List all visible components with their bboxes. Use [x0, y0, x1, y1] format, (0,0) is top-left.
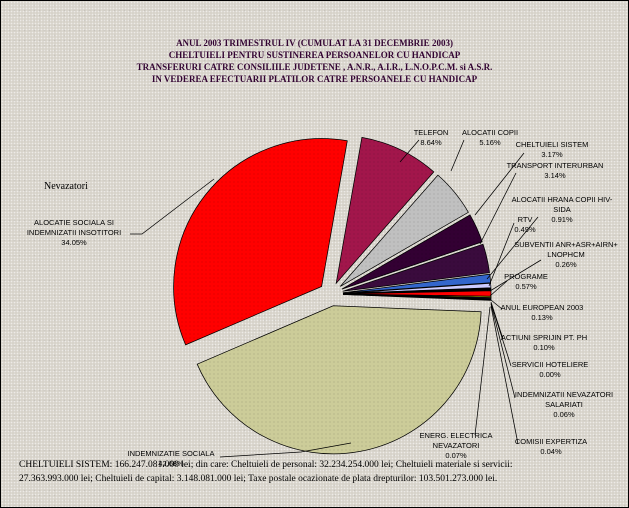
slice-percent-value: 0.13% — [531, 312, 553, 322]
pie-slice-texture-indemnizatie-sociala — [197, 305, 482, 454]
leader-line-alocatii-copii — [450, 139, 465, 172]
slice-percent-value: 8.64% — [420, 137, 442, 147]
slice-label-text: TRANSPORT INTERURBAN — [506, 161, 604, 170]
leader-line-energ-electrica-nevazatori — [474, 306, 491, 436]
slice-percent-value: 0.49% — [514, 224, 536, 234]
leader-line-servicii-hoteliere — [490, 302, 512, 367]
slice-label-alocatii-copii: ALOCATII COPII 5.16% — [462, 128, 518, 148]
slice-label-indemnizatii-nevazatori-salariati: INDEMNIZATII NEVAZATORI SALARIATI 0.06% — [515, 390, 613, 419]
leader-line-cheltuieli-sistem — [474, 152, 525, 216]
footer-line-2: 27.363.993.000 lei; Cheltuieli de capita… — [19, 473, 498, 484]
slice-percent-value: 0.10% — [533, 342, 555, 352]
slice-percent-value: 3.17% — [541, 149, 563, 159]
slice-percent-value: 0.57% — [515, 281, 537, 291]
slice-label-alocatii-hrana-copii-hiv-sida: ALOCATII HRANA COPII HIV- SIDA 0.91% — [512, 195, 613, 224]
slice-label-text: SUBVENTII ANR+ASR+AIRN+ — [514, 240, 618, 249]
pie-slice-texture-cheltuieli-sistem — [341, 214, 483, 290]
slice-label-text: PROGRAME — [504, 272, 548, 281]
slice-label-energ-electrica-nevazatori: ENERG. ELECTRICA NEVAZATORI 0.07% — [420, 431, 493, 460]
leader-line-subventii-anr-asr-airn-lnophcm — [489, 259, 542, 292]
slice-label-telefon: TELEFON 8.64% — [414, 128, 449, 148]
leader-line-programe — [489, 280, 508, 297]
slice-label-text: ACTIUNI SPRIJIN PT. PH — [500, 333, 588, 342]
leader-line-alocatie-sociala-indemnizatii-insotitori — [130, 178, 215, 235]
pie-slice-texture-transport-interurban — [342, 244, 490, 292]
slice-percent-value: 0.06% — [553, 409, 575, 419]
leader-line-indemnizatie-sociala — [219, 442, 352, 458]
slice-label-servicii-hoteliere: SERVICII HOTELIERE 0.00% — [512, 360, 589, 380]
slice-label-rtv: RTV 0.49% — [514, 215, 535, 235]
leader-line-comisii-expertiza — [490, 305, 519, 445]
slice-label-text: SIDA — [553, 204, 571, 214]
slice-label-text: ANUL EUROPEAN 2003 — [500, 303, 584, 312]
slice-percent-value: 42.68% — [158, 458, 184, 468]
slice-label-text: TELEFON — [413, 128, 449, 137]
slice-label-text: SERVICII HOTELIERE — [511, 360, 589, 369]
slice-label-text: ALOCATII COPII — [461, 128, 519, 137]
slice-label-transport-interurban: TRANSPORT INTERURBAN 3.14% — [507, 161, 604, 181]
slice-percent-value: 0.26% — [555, 259, 577, 269]
chart-title: ANUL 2003 TRIMESTRUL IV (CUMULAT LA 31 D… — [1, 37, 628, 85]
leader-line-indemnizatii-nevazatori-salariati — [490, 303, 516, 399]
slice-percent-value: 5.16% — [479, 137, 501, 147]
slice-label-text: CHELTUIELI SISTEM — [515, 140, 589, 149]
leader-line-rtv — [488, 222, 515, 287]
slice-label-text: RTV — [517, 215, 533, 224]
slice-label-text: INDEMNIZATIE SOCIALA — [127, 449, 215, 458]
leader-line-anul-european-2003 — [490, 299, 503, 310]
footer-line-1: CHELTUIELI SISTEM: 166.247.081.000 lei; … — [19, 460, 513, 470]
slice-label-actiuni-sprijin-pt-ph: ACTIUNI SPRIJIN PT. PH 0.10% — [501, 333, 587, 353]
leader-line-telefon — [399, 139, 420, 163]
slice-label-comisii-expertiza: COMISII EXPERTIZA 0.04% — [515, 437, 587, 457]
chart-title-line-1: ANUL 2003 TRIMESTRUL IV (CUMULAT LA 31 D… — [176, 38, 453, 48]
slice-label-cheltuieli-sistem: CHELTUIELI SISTEM 3.17% — [516, 140, 589, 160]
slice-percent-value: 34.05% — [61, 237, 87, 247]
footer-text: CHELTUIELI SISTEM: 166.247.081.000 lei; … — [19, 459, 619, 486]
chart-title-line-4: IN VEDEREA EFECTUARII PLATILOR CATRE PER… — [151, 74, 478, 84]
pie-slice-texture-alocatie-sociala-indemnizatii-insotitori — [173, 138, 348, 345]
pie-slice-texture-alocatii-copii — [340, 175, 469, 287]
slice-label-subventii-anr-asr-airn-lnophcm: SUBVENTII ANR+ASR+AIRN+ LNOPHCM 0.26% — [514, 240, 618, 269]
slice-label-programe: PROGRAME 0.57% — [504, 272, 548, 292]
slice-label-text: NEVAZATORI — [432, 440, 480, 450]
slice-percent-value: 0.07% — [445, 450, 467, 460]
nevazatori-annotation: Nevazatori — [44, 181, 88, 192]
slice-label-text: ALOCATIE SOCIALA SI — [34, 218, 114, 227]
slice-percent-value: 0.91% — [551, 214, 573, 224]
slice-percent-value: 3.14% — [544, 170, 566, 180]
slice-label-anul-european-2003: ANUL EUROPEAN 2003 0.13% — [501, 303, 584, 323]
slice-label-text: INDEMNIZATII NEVAZATORI — [514, 390, 614, 399]
chart-title-line-3: TRANSFERURI CATRE CONSILIILE JUDETENE , … — [136, 62, 493, 72]
slice-label-text: ALOCATII HRANA COPII HIV- — [511, 195, 613, 204]
slice-label-text: INDEMNIZATII INSOTITORI — [26, 227, 122, 237]
slice-percent-value: 0.00% — [539, 369, 561, 379]
slice-label-alocatie-sociala-indemnizatii-insotitori: ALOCATIE SOCIALA SI INDEMNIZATII INSOTITO… — [27, 218, 121, 247]
slice-label-text: LNOPHCM — [547, 249, 585, 259]
slice-percent-value: 0.04% — [540, 446, 562, 456]
pie-slice-texture-telefon — [336, 137, 434, 284]
slice-label-text: COMISII EXPERTIZA — [514, 437, 588, 446]
slice-label-text: ENERG. ELECTRICA — [419, 431, 493, 440]
leader-line-transport-interurban — [479, 172, 517, 245]
slice-label-indemnizatie-sociala: INDEMNIZATIE SOCIALA 42.68% — [128, 449, 215, 469]
chart-title-line-2: CHELTUIELI PENTRU SUSTINEREA PERSOANELOR… — [168, 50, 461, 60]
slice-label-text: SALARIATI — [545, 399, 583, 409]
